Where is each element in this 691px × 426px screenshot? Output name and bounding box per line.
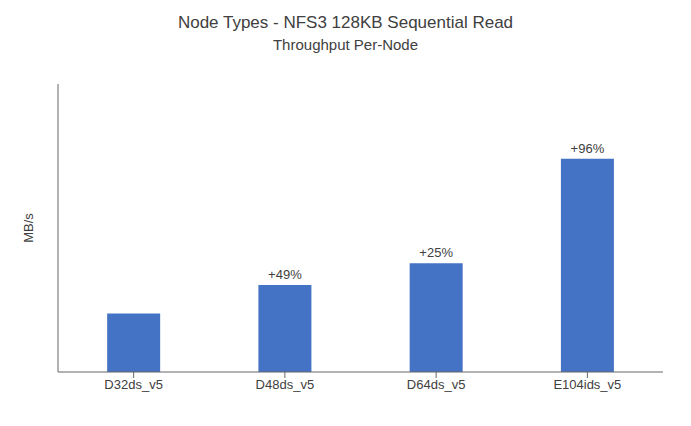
- svg-text:E104ids_v5: E104ids_v5: [553, 377, 621, 392]
- svg-text:+49%: +49%: [268, 267, 302, 282]
- html-text:Node Types - NFS3 128KB Sequen: Node Types - NFS3 128KB Sequential Read: [177, 13, 514, 32]
- svg-text:D32ds_v5: D32ds_v5: [104, 377, 163, 392]
- svg-text:D48ds_v5: D48ds_v5: [256, 377, 315, 392]
- html-text:Throughput Per-Node: Throughput Per-Node: [273, 36, 418, 53]
- svg-text:+96%: +96%: [571, 141, 605, 156]
- svg-text:MB/s: MB/s: [21, 213, 36, 243]
- svg-text:D64ds_v5: D64ds_v5: [407, 377, 466, 392]
- svg-text:+25%: +25%: [419, 245, 453, 260]
